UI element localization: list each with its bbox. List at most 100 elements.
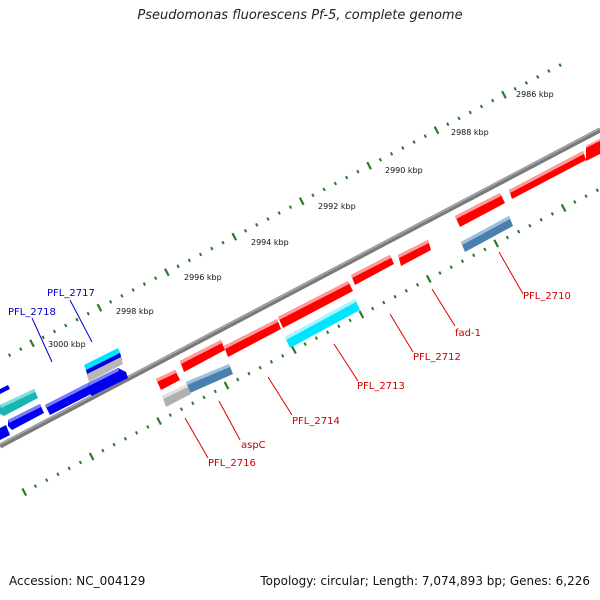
inner-track-tick [573,200,577,204]
gene-aspc-steel[interactable] [186,364,233,393]
map-title: Pseudomonas fluorescens Pf-5, complete g… [137,8,463,23]
gene-pfl2710-steel[interactable] [461,216,513,252]
gene-pfl2716-grey[interactable] [162,384,191,407]
inner-track-tick [438,271,442,275]
outer-track-tick [401,146,405,150]
gene-blue-6[interactable] [0,385,10,394]
gene-label-pfl2716[interactable]: PFL_2716 [208,458,256,469]
inner-track-tick [179,407,184,412]
backbone-highlight [0,127,600,446]
gene-label-pfl2718[interactable]: PFL_2718 [8,307,56,318]
outer-track-tick [547,69,551,73]
outer-track-tick [96,303,103,312]
outer-track-tick [322,187,326,192]
scale-labels: 2986 kbp 2988 kbp 2990 kbp 2992 kbp 2994… [48,90,554,349]
outer-track-tick [131,288,135,292]
outer-track-tick [109,299,113,304]
gene-pfl2714b-forward[interactable] [224,319,281,357]
outer-track-tick [231,232,238,241]
outer-track-tick [75,317,79,322]
gene-pfl2713-forward[interactable] [351,255,394,285]
gene-teal-1[interactable] [0,389,38,416]
gene-label-pfl2714[interactable]: PFL_2714 [292,416,340,427]
outer-track-tick [266,217,270,221]
inner-track-tick [236,377,240,382]
scale-label: 2986 kbp [516,90,554,99]
inner-track-tick [314,336,319,341]
outer-track-tick [298,197,305,206]
outer-track-tick [120,294,124,298]
inner-track-tick [112,442,116,447]
gene-label-pfl2710[interactable]: PFL_2710 [523,291,571,302]
inner-track-tick [156,416,162,426]
gene-pfl2718[interactable] [88,368,128,396]
inner-track-tick [358,310,365,319]
gene-blue-5[interactable] [0,425,10,440]
outer-track-tick [491,98,495,103]
gene-label-aspc[interactable]: aspC [241,440,266,451]
leader-fad1 [431,288,456,327]
inner-track-tick [123,436,127,441]
gene-pfl2712[interactable] [398,240,431,266]
gene-blue-4[interactable] [8,404,44,430]
leader-pfl2712 [389,313,414,353]
inner-track-tick [21,487,28,497]
outer-track-tick [176,264,180,269]
outer-track-tick [86,311,90,316]
inner-track-tick [393,294,397,299]
outer-track-tick [243,228,248,233]
outer-track-tick [7,353,12,357]
outer-track-tick [378,157,382,162]
leader-pfl2714 [267,376,293,416]
gene-pfl2714-forward[interactable] [278,281,353,328]
inner-track-tick [415,282,420,287]
inner-track-tick [472,253,476,258]
outer-track-tick [558,63,562,67]
outer-track-tick [366,161,372,170]
inner-track-tick [584,194,588,198]
inner-track-tick [223,381,230,390]
outer-track-tick [164,268,170,277]
inner-track-tick [45,478,49,483]
scale-label: 2990 kbp [385,166,423,175]
genome-summary-label: Topology: circular; Length: 7,074,893 bp… [260,574,590,588]
inner-track-tick [404,288,408,293]
outer-track-tick [423,134,427,138]
outer-track-tick [288,205,293,210]
inner-track-tick [382,300,386,305]
gene-label-pfl2712[interactable]: PFL_2712 [413,352,461,363]
scale-label: 2998 kbp [116,307,154,316]
outer-track-tick [277,211,281,215]
inner-track-tick [78,460,83,465]
inner-track-tick [449,265,453,270]
inner-track-tick [168,413,172,417]
gene-label-pfl2717[interactable]: PFL_2717 [47,288,95,299]
inner-track-tick [291,345,297,355]
outer-track-tick [333,181,338,186]
gene-pfl2717[interactable] [84,348,123,382]
gene-pfl2710-forward[interactable] [509,151,586,199]
outer-track-tick [389,151,394,156]
gene-aspc-forward[interactable] [180,340,225,372]
outer-track-tick [433,126,440,135]
gene-blue-3[interactable] [45,383,93,415]
outer-track-tick [29,339,35,348]
outer-track-tick [198,252,203,257]
leader-pfl2717 [69,299,93,343]
gene-label-fad1[interactable]: fad-1 [455,328,481,339]
gene-forward-1[interactable] [586,139,600,161]
gene-pfl2713-cyan[interactable] [285,299,360,348]
inner-track-tick [560,203,567,212]
inner-track-tick [528,223,532,228]
gene-label-pfl2713[interactable]: PFL_2713 [357,381,405,392]
gene-fad1[interactable] [455,193,505,227]
inner-track-tick [325,330,330,335]
gene-pfl2716-forward[interactable] [156,370,180,390]
scale-label: 2996 kbp [184,273,222,282]
inner-track-tick [258,365,262,370]
inner-track-tick [483,247,487,252]
outer-track-tick [311,193,315,198]
inner-track-tick [269,359,274,364]
outer-track-tick [187,258,191,263]
inner-track-tick [425,274,432,284]
